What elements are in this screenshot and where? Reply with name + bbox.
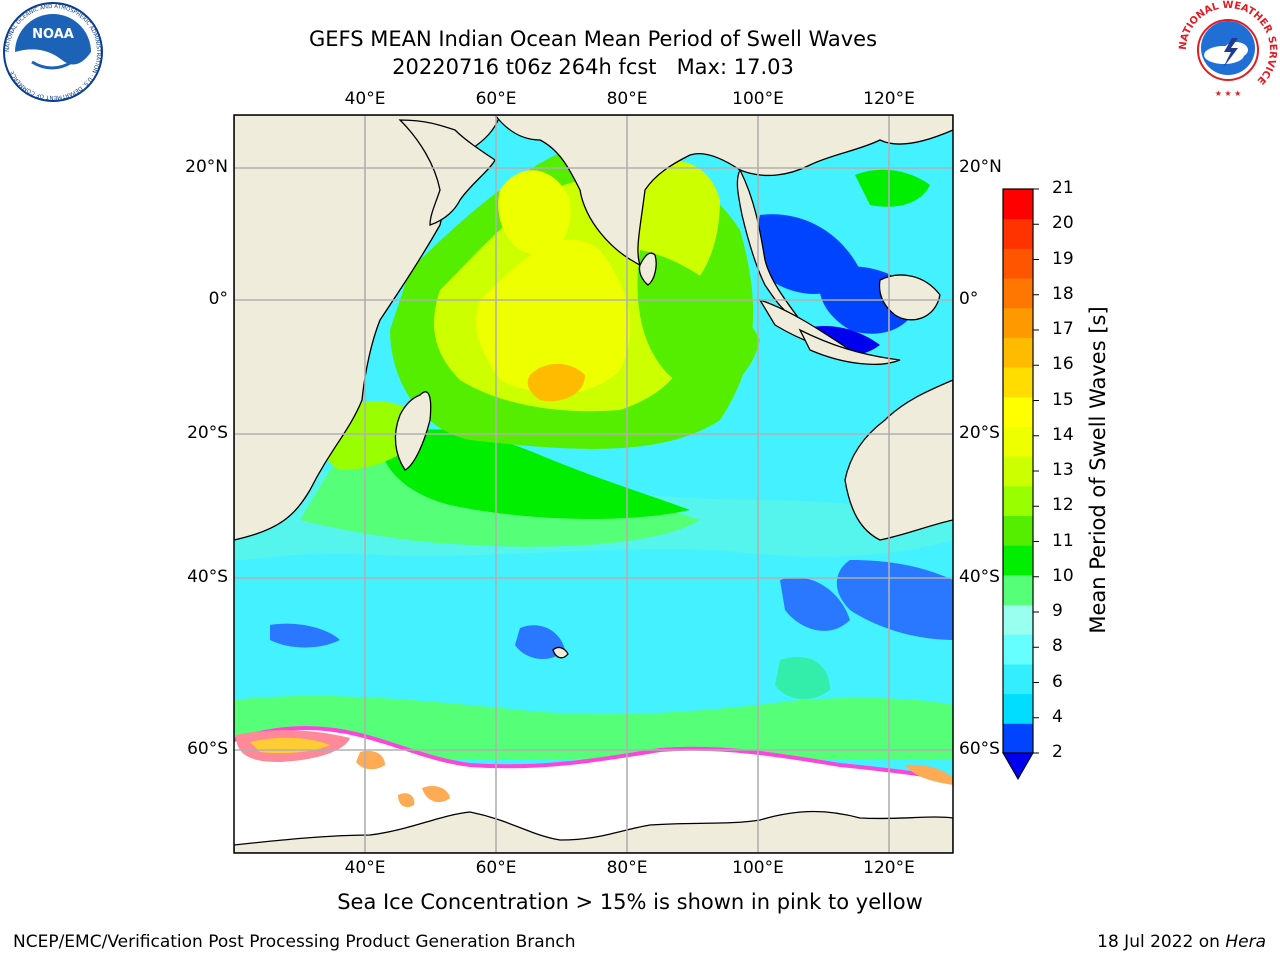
colorbar-segment (1003, 367, 1033, 398)
colorbar (1002, 188, 1039, 781)
colorbar-segment (1003, 693, 1033, 724)
colorbar-segment (1003, 723, 1033, 754)
map-frame (233, 114, 954, 854)
colorbar-segment (1003, 634, 1033, 665)
axis-tick-label: 20°N (959, 157, 1002, 177)
noaa-logo-text: NOAA (32, 27, 74, 42)
axis-tick-label: 6 (1052, 671, 1063, 692)
axis-tick-label: 60°S (187, 739, 228, 759)
colorbar-segment (1003, 604, 1033, 635)
axis-tick-label: 120°E (863, 89, 915, 109)
noaa-logo: NOAA NATIONAL OCEANIC AND ATMOSPHERIC AD… (2, 2, 104, 102)
kerguelen-land (552, 646, 569, 659)
axis-tick-label: 17 (1052, 319, 1074, 339)
java-land (798, 328, 901, 365)
axis-tick-label: 4 (1052, 706, 1063, 727)
colorbar-segment (1003, 456, 1033, 487)
axis-tick-label: 19 (1052, 248, 1074, 269)
colorbar-extend-arrow (1002, 752, 1034, 781)
axis-tick-label: 2 (1052, 742, 1063, 762)
colorbar-segment (1003, 574, 1033, 606)
producer-credit: NCEP/EMC/Verification Post Processing Pr… (13, 932, 576, 952)
axis-tick-label: 40°E (344, 858, 386, 878)
axis-tick-label: 100°E (732, 858, 784, 878)
axis-tick-label: 21 (1052, 178, 1074, 198)
colorbar-segment (1003, 337, 1033, 368)
sea-ice-note: Sea Ice Concentration > 15% is shown in … (337, 890, 923, 914)
madagascar-land (394, 391, 432, 471)
axis-tick-label: 12 (1052, 495, 1074, 516)
arabia-land (398, 119, 496, 226)
axis-tick-label: 9 (1052, 601, 1063, 621)
colorbar-segment (1003, 396, 1033, 427)
axis-tick-label: 80°E (606, 89, 648, 109)
nws-logo: NATIONAL WEATHER SERVICE ★ ★ ★ (1176, 0, 1280, 100)
svg-text:★ ★ ★: ★ ★ ★ (1215, 89, 1242, 98)
map-subtitle: 20220716 t06z 264h fcst Max: 17.03 (392, 55, 794, 79)
axis-tick-label: 15 (1052, 389, 1074, 410)
axis-tick-label: 40°S (959, 567, 1000, 587)
map-plot-area (234, 115, 953, 853)
colorbar-label: Mean Period of Swell Waves [s] (1086, 306, 1110, 634)
run-host: Hera (1225, 932, 1266, 952)
colorbar-segment (1003, 485, 1033, 517)
gridlines (234, 115, 953, 853)
axis-tick-label: 13 (1052, 460, 1074, 480)
axis-tick-label: 16 (1052, 354, 1074, 375)
sri-lanka-land (638, 252, 657, 286)
axis-tick-label: 0° (959, 289, 979, 309)
axis-tick-label: 20°N (185, 157, 228, 177)
axis-tick-label: 60°E (475, 89, 517, 109)
australia-land (844, 379, 953, 541)
axis-tick-label: 10 (1052, 565, 1074, 586)
axis-tick-label: 11 (1052, 530, 1074, 551)
sea-ice-field (234, 726, 953, 853)
axis-tick-label: 0° (208, 289, 228, 309)
map-title: GEFS MEAN Indian Ocean Mean Period of Sw… (308, 27, 878, 51)
colorbar-segment (1003, 248, 1033, 279)
colorbar-segment (1003, 307, 1033, 338)
axis-tick-label: 120°E (863, 858, 915, 878)
axis-tick-label: 40°S (187, 567, 228, 587)
axis-tick-label: 100°E (732, 89, 784, 109)
run-date: 18 Jul 2022 on Hera (1097, 932, 1266, 952)
axis-tick-label: 60°S (959, 739, 1000, 759)
axis-tick-label: 14 (1052, 424, 1074, 445)
antarctica-land (234, 810, 953, 853)
colorbar-segment (1003, 515, 1033, 546)
colorbar-segment (1003, 663, 1033, 695)
axis-tick-label: 40°E (344, 89, 386, 109)
colorbar-segment (1003, 218, 1033, 249)
axis-tick-label: 80°E (606, 858, 648, 878)
axis-tick-label: 18 (1052, 283, 1074, 304)
axis-tick-label: 20°S (959, 423, 1000, 443)
colorbar-segment (1003, 278, 1033, 309)
colorbar-segment (1003, 426, 1033, 457)
swell-period-field (234, 140, 953, 760)
axis-tick-label: 60°E (475, 858, 517, 878)
colorbar-segment (1003, 545, 1033, 576)
axis-tick-label: 8 (1052, 636, 1063, 657)
axis-tick-label: 20 (1052, 213, 1074, 234)
axis-tick-label: 20°S (187, 423, 228, 443)
run-date-text: 18 Jul 2022 on (1097, 932, 1226, 952)
colorbar-segment (1003, 189, 1033, 220)
